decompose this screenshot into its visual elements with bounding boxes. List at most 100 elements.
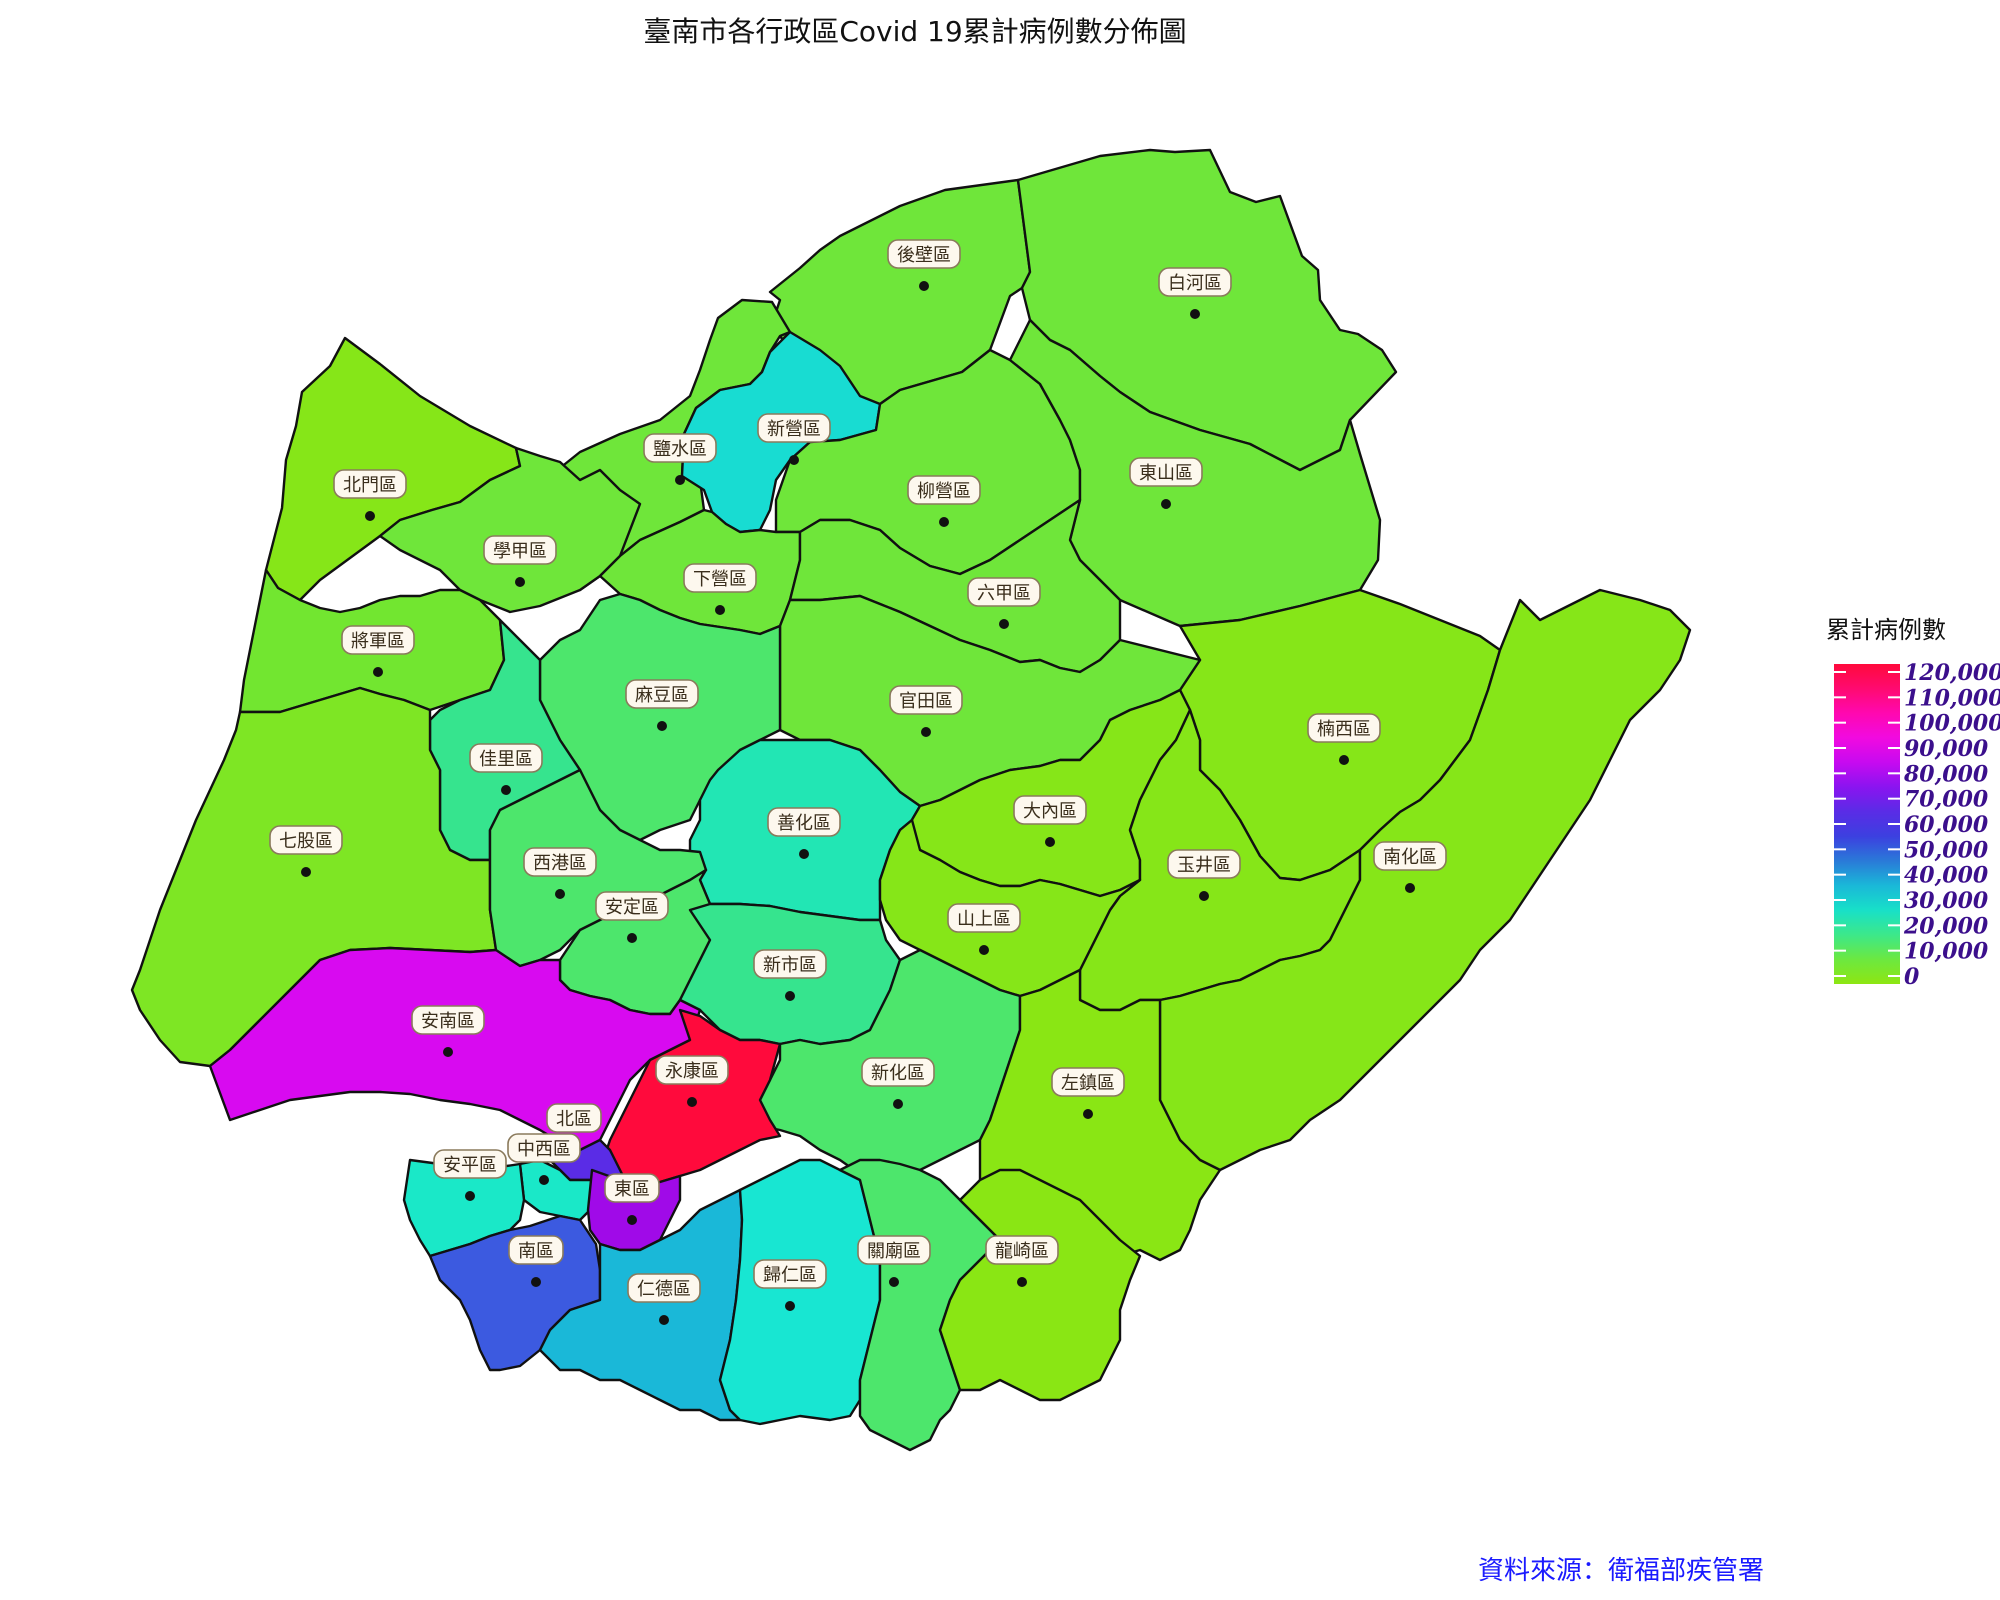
district-label-4: 新營區 xyxy=(757,413,831,465)
district-centroid-dot xyxy=(893,1099,903,1109)
district-label-text: 善化區 xyxy=(777,813,831,834)
district-label-box xyxy=(967,577,1041,607)
district-label-box xyxy=(604,1173,660,1203)
district-centroid-dot xyxy=(799,849,809,859)
district-label-text: 東區 xyxy=(614,1179,650,1200)
district-centroid-dot xyxy=(627,1215,637,1225)
district-label-text: 北區 xyxy=(556,1109,592,1130)
district-label-box xyxy=(546,1103,602,1133)
district-label-box xyxy=(269,825,343,855)
district-label-16: 大內區 xyxy=(1013,795,1087,847)
district-centroid-dot xyxy=(659,1315,669,1325)
district-label-box xyxy=(1051,1067,1125,1097)
district-label-text: 新化區 xyxy=(871,1063,925,1084)
district-label-box xyxy=(985,1235,1059,1265)
district-centroid-dot xyxy=(785,1301,795,1311)
colorbar-tick-label: 40,000 xyxy=(1904,863,1989,889)
district-label-13: 麻豆區 xyxy=(625,679,699,731)
district-centroid-dot xyxy=(1190,309,1200,319)
district-centroid-dot xyxy=(939,517,949,527)
district-label-text: 南區 xyxy=(518,1241,554,1262)
district-24[interactable] xyxy=(208,946,702,1152)
district-label-text: 後壁區 xyxy=(897,245,951,266)
district-2[interactable] xyxy=(264,336,522,602)
district-centroid-dot xyxy=(1405,883,1415,893)
colorbar-tick-label: 110,000 xyxy=(1904,685,2000,711)
district-centroid-dot xyxy=(1161,499,1171,509)
district-label-box xyxy=(757,413,831,443)
district-centroid-dot xyxy=(921,727,931,737)
district-label-15: 善化區 xyxy=(767,807,841,859)
district-centroid-dot xyxy=(785,991,795,1001)
district-label-10: 將軍區 xyxy=(341,625,415,677)
district-label-32: 南區 xyxy=(508,1235,564,1287)
legend-title: 累計病例數 xyxy=(1826,616,1946,644)
district-label-box xyxy=(433,1149,507,1179)
district-label-text: 龍崎區 xyxy=(995,1241,1049,1262)
district-label-text: 下營區 xyxy=(693,569,747,590)
district-centroid-dot xyxy=(627,933,637,943)
district-label-7: 學甲區 xyxy=(483,535,557,587)
colorbar-tick-label: 30,000 xyxy=(1904,888,1989,914)
district-label-box xyxy=(889,685,963,715)
district-label-text: 西港區 xyxy=(533,853,587,874)
district-label-box xyxy=(683,563,757,593)
colorbar-tick-label: 20,000 xyxy=(1903,913,1989,939)
district-label-box xyxy=(907,475,981,505)
district-35[interactable] xyxy=(838,1158,1002,1452)
district-label-text: 楠西區 xyxy=(1317,719,1371,740)
district-centroid-dot xyxy=(373,667,383,677)
district-20[interactable] xyxy=(1158,588,1692,1172)
district-label-19: 玉井區 xyxy=(1167,849,1241,901)
district-label-24: 安南區 xyxy=(411,1005,485,1057)
district-label-text: 官田區 xyxy=(899,691,953,712)
district-centroid-dot xyxy=(301,867,311,877)
district-centroid-dot xyxy=(687,1097,697,1107)
district-label-31: 東區 xyxy=(604,1173,660,1225)
district-label-box xyxy=(469,743,543,773)
district-centroid-dot xyxy=(1045,837,1055,847)
district-label-18: 西港區 xyxy=(523,847,597,899)
colorbar-tick-label: 0 xyxy=(1904,964,1920,990)
district-label-20: 南化區 xyxy=(1373,841,1447,893)
district-centroid-dot xyxy=(555,889,565,899)
district-label-3: 鹽水區 xyxy=(643,433,717,485)
district-label-text: 安平區 xyxy=(443,1155,497,1176)
district-centroid-dot xyxy=(715,605,725,615)
district-label-box xyxy=(1013,795,1087,825)
district-label-box xyxy=(861,1057,935,1087)
colorbar-tick-label: 120,000 xyxy=(1904,660,2000,686)
district-label-26: 左鎮區 xyxy=(1051,1067,1125,1119)
district-label-text: 六甲區 xyxy=(977,583,1031,604)
district-label-text: 玉井區 xyxy=(1177,855,1231,876)
district-label-30: 安平區 xyxy=(433,1149,507,1201)
district-label-box xyxy=(341,625,415,655)
district-centroid-dot xyxy=(443,1047,453,1057)
district-label-23: 新市區 xyxy=(753,949,827,1001)
district-centroid-dot xyxy=(999,619,1009,629)
district-label-box xyxy=(595,891,669,921)
district-label-0: 後壁區 xyxy=(887,239,961,291)
district-label-box xyxy=(947,903,1021,933)
district-centroid-dot xyxy=(539,1175,549,1185)
district-label-text: 安定區 xyxy=(605,897,659,918)
district-36[interactable] xyxy=(938,1168,1142,1402)
district-label-box xyxy=(1373,841,1447,871)
district-label-22: 山上區 xyxy=(947,903,1021,955)
district-centroid-dot xyxy=(1199,891,1209,901)
district-label-text: 關廟區 xyxy=(867,1241,921,1262)
district-centroid-dot xyxy=(1339,755,1349,765)
district-label-box xyxy=(333,469,407,499)
district-label-box xyxy=(523,847,597,877)
district-33[interactable] xyxy=(538,1188,744,1422)
district-7[interactable] xyxy=(378,446,642,614)
colorbar-tick-label: 60,000 xyxy=(1904,812,1989,838)
district-label-text: 南化區 xyxy=(1383,847,1437,868)
district-label-35: 關廟區 xyxy=(857,1235,931,1287)
district-centroid-dot xyxy=(1017,1277,1027,1287)
district-centroid-dot xyxy=(919,281,929,291)
district-centroid-dot xyxy=(515,577,525,587)
district-label-text: 新營區 xyxy=(767,419,821,440)
district-34[interactable] xyxy=(718,1158,882,1426)
